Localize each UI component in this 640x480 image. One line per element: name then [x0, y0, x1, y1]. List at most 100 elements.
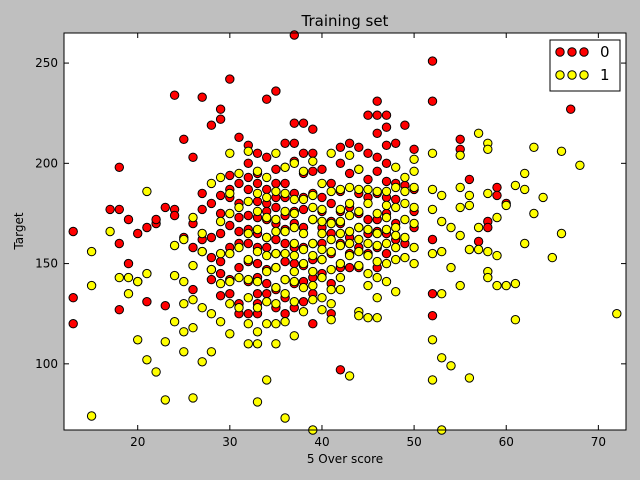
data-point-series-0 — [298, 297, 309, 307]
data-point-series-0 — [215, 104, 226, 114]
data-point-series-1 — [501, 200, 511, 211]
data-point-series-1 — [520, 168, 530, 179]
data-point-series-1 — [308, 250, 318, 261]
data-point-series-1 — [492, 250, 502, 261]
data-point-series-0 — [289, 30, 299, 40]
data-point-series-1 — [271, 148, 281, 159]
data-point-series-1 — [455, 202, 465, 213]
data-point-series-0 — [308, 319, 318, 329]
data-point-series-1 — [215, 317, 226, 327]
data-point-series-1 — [520, 238, 530, 249]
data-point-series-1 — [298, 282, 309, 293]
data-point-series-0 — [215, 256, 226, 267]
data-point-series-0 — [492, 190, 502, 201]
data-point-series-1 — [344, 210, 355, 221]
data-point-series-0 — [483, 222, 493, 233]
data-point-series-0 — [372, 128, 382, 139]
data-point-series-1 — [409, 242, 419, 253]
data-point-series-0 — [215, 228, 226, 239]
data-point-series-1 — [520, 184, 530, 195]
data-point-series-1 — [391, 162, 401, 173]
data-point-series-0 — [243, 210, 254, 221]
data-point-series-1 — [344, 150, 355, 161]
data-point-series-0 — [391, 194, 401, 205]
data-point-series-1 — [243, 293, 254, 303]
data-point-series-0 — [234, 212, 244, 223]
data-point-series-1 — [344, 182, 355, 193]
data-point-series-0 — [289, 138, 299, 149]
data-point-series-1 — [317, 228, 327, 239]
data-point-series-1 — [427, 248, 438, 259]
data-point-series-1 — [123, 289, 134, 299]
data-point-series-0 — [308, 124, 318, 134]
data-point-series-1 — [473, 222, 484, 233]
data-point-series-1 — [391, 222, 401, 233]
data-point-series-1 — [326, 315, 336, 325]
data-point-series-0 — [160, 202, 171, 213]
data-point-series-0 — [234, 132, 244, 143]
data-point-series-1 — [317, 204, 327, 215]
data-point-series-1 — [160, 395, 171, 405]
data-point-series-1 — [409, 166, 419, 177]
data-point-series-0 — [197, 92, 207, 102]
x-tick-label: 60 — [499, 435, 514, 449]
data-point-series-1 — [197, 246, 207, 257]
data-point-series-1 — [446, 361, 456, 371]
data-point-series-1 — [243, 319, 254, 329]
data-point-series-1 — [169, 317, 180, 327]
data-point-series-1 — [317, 254, 327, 265]
data-point-series-1 — [169, 270, 180, 281]
data-point-series-1 — [225, 148, 235, 159]
plot-frame — [63, 32, 627, 431]
data-point-series-1 — [271, 226, 281, 237]
data-point-series-0 — [492, 182, 502, 193]
data-point-series-0 — [262, 289, 272, 299]
data-point-series-1 — [354, 311, 364, 321]
data-point-series-1 — [271, 262, 281, 273]
data-point-series-1 — [206, 309, 217, 319]
data-point-series-1 — [215, 216, 226, 227]
y-tick-label: 100 — [35, 357, 58, 371]
data-point-series-1 — [243, 196, 254, 207]
data-point-series-1 — [400, 172, 410, 183]
data-point-series-1 — [289, 250, 299, 261]
data-point-series-0 — [169, 210, 180, 221]
data-point-series-1 — [473, 244, 484, 255]
data-point-series-0 — [381, 110, 392, 120]
data-point-series-1 — [437, 190, 447, 201]
data-point-series-1 — [289, 158, 299, 169]
data-point-series-1 — [280, 317, 290, 327]
data-point-series-0 — [252, 196, 263, 207]
data-point-series-0 — [68, 319, 78, 329]
data-point-series-0 — [344, 262, 355, 273]
data-point-series-0 — [400, 120, 410, 130]
data-point-series-0 — [271, 202, 281, 213]
data-point-series-1 — [289, 266, 299, 277]
data-point-series-1 — [289, 276, 299, 287]
data-point-series-1 — [271, 319, 281, 329]
data-point-series-1 — [262, 172, 272, 183]
data-point-series-1 — [179, 347, 189, 357]
data-point-series-1 — [510, 315, 521, 325]
data-point-series-1 — [215, 172, 226, 183]
data-point-series-1 — [335, 272, 346, 283]
data-point-series-0 — [206, 274, 217, 285]
data-point-series-1 — [335, 184, 346, 195]
data-point-series-1 — [538, 192, 548, 203]
data-point-series-1 — [391, 254, 401, 265]
data-point-series-0 — [142, 297, 152, 307]
data-point-series-1 — [529, 142, 539, 153]
data-point-series-1 — [234, 168, 244, 179]
data-point-series-1 — [262, 375, 272, 385]
data-point-series-1 — [455, 150, 465, 161]
data-point-series-0 — [317, 164, 327, 175]
data-point-series-1 — [437, 216, 447, 227]
data-point-series-1 — [372, 293, 382, 303]
data-point-series-1 — [326, 264, 336, 275]
data-point-series-1 — [308, 238, 318, 249]
data-point-series-1 — [575, 160, 585, 171]
data-point-series-1 — [123, 272, 134, 283]
data-point-series-0 — [427, 311, 438, 321]
data-point-series-1 — [234, 242, 244, 253]
data-point-series-0 — [363, 110, 373, 120]
